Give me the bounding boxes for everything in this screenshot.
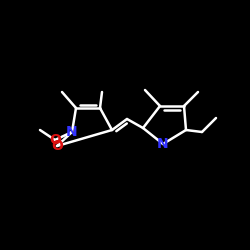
Text: N: N: [157, 137, 169, 151]
Text: O: O: [51, 139, 63, 153]
Text: N: N: [66, 125, 78, 139]
Text: O: O: [49, 133, 61, 147]
